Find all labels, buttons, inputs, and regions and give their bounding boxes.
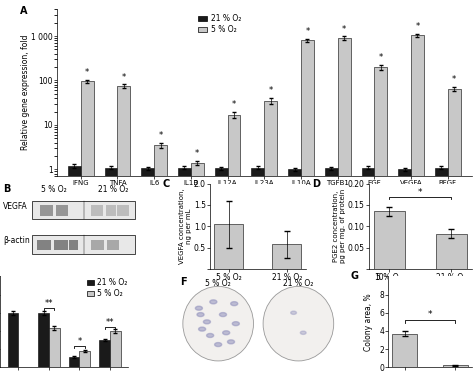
Text: 21 % O₂: 21 % O₂ bbox=[283, 279, 314, 288]
Circle shape bbox=[197, 313, 204, 316]
Text: G: G bbox=[351, 271, 359, 281]
Text: *: * bbox=[342, 25, 346, 34]
Y-axis label: VEGFA concentration,
ng per mL: VEGFA concentration, ng per mL bbox=[180, 188, 192, 264]
Bar bbox=[374, 211, 405, 269]
Bar bbox=[214, 224, 243, 269]
Bar bbox=[107, 240, 119, 250]
Circle shape bbox=[219, 313, 227, 316]
Bar bbox=[100, 340, 110, 367]
Bar bbox=[56, 205, 68, 216]
Circle shape bbox=[232, 322, 239, 326]
Text: *: * bbox=[122, 73, 126, 82]
Circle shape bbox=[210, 300, 217, 304]
Text: *: * bbox=[415, 22, 419, 31]
Circle shape bbox=[301, 331, 306, 334]
Bar bbox=[374, 67, 387, 371]
Text: *: * bbox=[158, 131, 163, 140]
Ellipse shape bbox=[263, 286, 334, 361]
Text: B: B bbox=[3, 184, 10, 194]
Text: *: * bbox=[232, 100, 236, 109]
Bar bbox=[80, 351, 90, 367]
Text: *: * bbox=[85, 68, 89, 77]
Text: *: * bbox=[428, 310, 432, 319]
Circle shape bbox=[223, 331, 230, 335]
Text: *: * bbox=[379, 53, 383, 62]
Bar bbox=[362, 167, 374, 371]
Bar bbox=[448, 89, 461, 371]
Bar bbox=[392, 334, 417, 367]
Bar bbox=[81, 82, 93, 371]
Bar bbox=[118, 205, 129, 216]
Text: A: A bbox=[19, 6, 27, 16]
Bar bbox=[288, 169, 301, 371]
Bar bbox=[40, 205, 53, 216]
Text: C: C bbox=[163, 178, 170, 188]
Bar bbox=[191, 163, 204, 371]
Bar bbox=[141, 168, 154, 371]
Circle shape bbox=[291, 311, 296, 314]
Bar bbox=[68, 166, 81, 371]
Circle shape bbox=[203, 320, 210, 324]
Bar bbox=[91, 240, 104, 250]
Text: 5 % O₂: 5 % O₂ bbox=[205, 279, 231, 288]
Bar bbox=[69, 357, 80, 367]
Text: **: ** bbox=[45, 299, 53, 308]
Circle shape bbox=[228, 340, 235, 344]
Text: *: * bbox=[269, 86, 273, 95]
Bar bbox=[411, 35, 424, 371]
Y-axis label: Relative gene expression, fold: Relative gene expression, fold bbox=[20, 35, 29, 151]
Circle shape bbox=[195, 306, 202, 310]
Bar bbox=[49, 328, 60, 367]
Text: *: * bbox=[418, 188, 422, 197]
Bar bbox=[443, 365, 468, 367]
Bar bbox=[36, 240, 51, 250]
Bar bbox=[105, 167, 118, 371]
Bar bbox=[272, 244, 301, 269]
Bar bbox=[435, 167, 448, 371]
Circle shape bbox=[231, 302, 238, 306]
Text: VEGFA: VEGFA bbox=[3, 202, 27, 211]
Bar bbox=[91, 205, 103, 216]
Y-axis label: PGE2 concentration,
pg per mg. of protein: PGE2 concentration, pg per mg. of protei… bbox=[333, 189, 346, 263]
Bar bbox=[110, 331, 121, 367]
Circle shape bbox=[199, 327, 206, 331]
Text: 21 % O₂: 21 % O₂ bbox=[98, 185, 128, 194]
Bar bbox=[55, 240, 68, 250]
Bar bbox=[178, 167, 191, 371]
Circle shape bbox=[215, 342, 222, 347]
Bar bbox=[337, 38, 350, 371]
Bar bbox=[301, 40, 314, 371]
Bar bbox=[8, 313, 18, 367]
Text: F: F bbox=[180, 277, 186, 287]
Legend: 21 % O₂, 5 % O₂: 21 % O₂, 5 % O₂ bbox=[195, 11, 244, 37]
Bar bbox=[69, 240, 78, 250]
Circle shape bbox=[207, 334, 214, 338]
Ellipse shape bbox=[183, 286, 254, 361]
Bar bbox=[398, 169, 411, 371]
Text: D: D bbox=[312, 178, 320, 188]
Bar bbox=[215, 168, 228, 371]
Bar bbox=[436, 234, 467, 269]
Text: *: * bbox=[452, 75, 456, 84]
Text: β-actin: β-actin bbox=[3, 236, 30, 245]
Y-axis label: Colony area, %: Colony area, % bbox=[364, 293, 373, 351]
Bar bbox=[32, 235, 135, 254]
Bar bbox=[228, 115, 240, 371]
Text: *: * bbox=[195, 149, 200, 158]
Legend: 21 % O₂, 5 % O₂: 21 % O₂, 5 % O₂ bbox=[84, 275, 130, 301]
Text: 5 % O₂: 5 % O₂ bbox=[41, 185, 67, 194]
Bar bbox=[118, 86, 130, 371]
Text: *: * bbox=[77, 337, 82, 346]
Bar bbox=[38, 313, 49, 367]
Bar bbox=[251, 167, 264, 371]
Text: *: * bbox=[305, 27, 310, 36]
Text: **: ** bbox=[106, 318, 114, 327]
Bar bbox=[154, 145, 167, 371]
Bar bbox=[32, 201, 135, 220]
Bar bbox=[106, 205, 116, 216]
Bar bbox=[264, 101, 277, 371]
Bar bbox=[325, 168, 337, 371]
